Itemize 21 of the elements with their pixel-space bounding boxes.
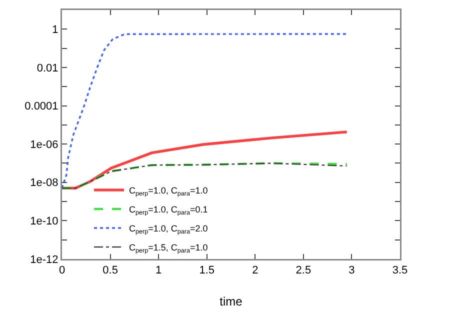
- legend-label: C$_{perp}$=1.0, C$_{para}$=0.1: [129, 204, 208, 216]
- y-tick-label: 1e-08: [30, 177, 58, 190]
- x-tick-label: 3: [348, 264, 355, 277]
- line-series: [62, 33, 348, 189]
- x-tick-label: 3.5: [392, 264, 408, 277]
- y-tick-label: 0.01: [36, 62, 58, 74]
- x-tick-label: 2.5: [296, 264, 312, 277]
- y-tick-label: 1e-10: [30, 216, 58, 228]
- y-tick-label: 1: [52, 24, 58, 36]
- x-tick-label: 2: [252, 264, 258, 277]
- x-tick-label: 1.5: [199, 264, 215, 277]
- legend-label: C$_{perp}$=1.0, C$_{para}$=2.0: [129, 224, 208, 236]
- y-tick-label: 1e-06: [30, 138, 58, 151]
- y-tick-label: 1e-12: [30, 254, 58, 266]
- x-axis-title: time: [220, 294, 243, 308]
- x-tick-label: 0.5: [102, 264, 118, 277]
- legend-label: C$_{perp}$=1.5, C$_{para}$=1.0: [129, 242, 208, 254]
- x-tick-label: 1: [156, 264, 162, 277]
- legend-label: C$_{perp}$=1.0, C$_{para}$=1.0: [129, 186, 208, 198]
- x-tick-label: 0: [58, 264, 66, 277]
- y-tick-label: 0.0001: [24, 100, 58, 113]
